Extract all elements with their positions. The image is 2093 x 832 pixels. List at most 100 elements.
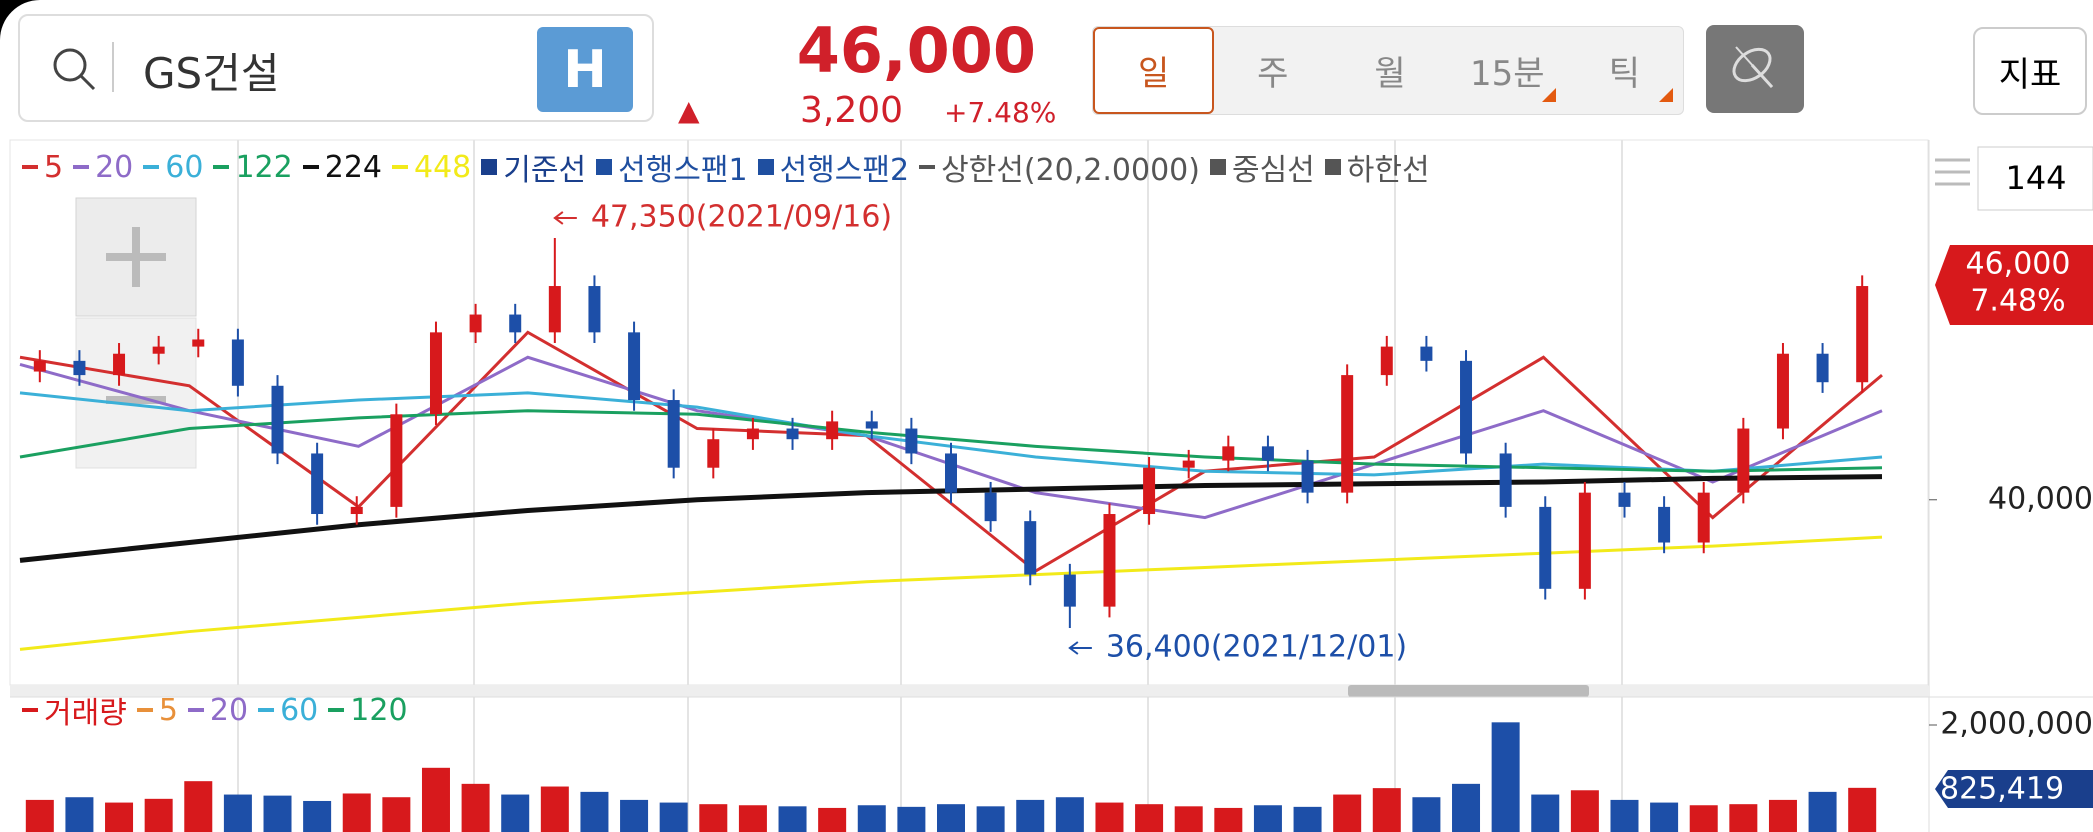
change-pct: +7.48% (944, 96, 1057, 129)
count-box[interactable] (1977, 146, 2093, 211)
annotation-arrowhead (1068, 641, 1079, 655)
legend-item: 20 (187, 693, 248, 728)
search-box[interactable] (18, 14, 654, 122)
legend-swatch (143, 165, 160, 169)
period-tab[interactable]: 월 (1374, 54, 1406, 94)
candle-body (1776, 353, 1789, 429)
candle-body (231, 339, 244, 386)
zoom-buttons[interactable] (75, 197, 197, 469)
legend-label: 5 (44, 149, 64, 185)
legend-swatch (136, 708, 153, 712)
candle-body (865, 421, 878, 429)
legend-item: 중심선 (1209, 145, 1315, 189)
change-arrow: ▲ (678, 94, 700, 127)
search-icon[interactable] (50, 45, 100, 95)
volume-bar (1570, 790, 1599, 832)
volume-bar (1135, 804, 1164, 832)
candle-body (311, 453, 324, 515)
menu-icon[interactable] (1935, 158, 1970, 186)
candle-body (271, 385, 284, 454)
legend-label: 기준선 (503, 153, 587, 188)
legend-label: 60 (165, 149, 204, 185)
legend-swatch (328, 708, 345, 712)
price-badge-price: 46,000 (1966, 247, 2071, 282)
candle-body (707, 439, 720, 468)
volume-bar (1214, 807, 1243, 832)
legend-label: 224 (324, 149, 382, 185)
drawing-button[interactable] (1706, 25, 1804, 113)
price-badge-pct: 7.48% (1970, 284, 2065, 319)
volume-bar (382, 797, 411, 832)
stock-name[interactable]: GS건설 (143, 49, 280, 98)
volume-badge-text: 825,419 (1940, 772, 2064, 807)
ma-line (19, 535, 1883, 651)
legend-item: 60 (258, 693, 318, 728)
candle-body (429, 332, 442, 415)
candle-body (1063, 574, 1076, 607)
candle-body (628, 332, 641, 401)
candle-body (33, 360, 46, 372)
volume-bar (1848, 787, 1877, 832)
candle-body (1460, 360, 1473, 454)
badge[interactable]: H (537, 27, 633, 112)
divider (112, 42, 114, 92)
volume-bar (738, 805, 767, 832)
period-tab[interactable]: 주 (1257, 54, 1289, 94)
volume-bar (65, 797, 94, 832)
candle-body (1499, 453, 1512, 507)
candle-body (1103, 514, 1116, 607)
legend-swatch (596, 159, 613, 175)
period-tab[interactable]: 15분 (1449, 27, 1566, 114)
ma-line (19, 409, 1883, 473)
legend-swatch (22, 708, 38, 712)
candle-body (1539, 506, 1552, 589)
candle-body (1182, 460, 1195, 468)
legend-label: 하한선 (1346, 153, 1430, 188)
candle-body (945, 453, 957, 493)
legend-item: 선행스팬1 (596, 145, 748, 189)
legend-label: 거래량 (44, 696, 127, 731)
volume-bar (105, 802, 134, 832)
price-badge (1935, 245, 2093, 325)
legend-swatch (213, 165, 230, 169)
volume-bar (1768, 799, 1797, 832)
candle-body (1578, 492, 1591, 589)
legend-item: 기준선 (481, 145, 586, 189)
legend-label: 중심선 (1231, 153, 1315, 188)
candle-body (192, 339, 205, 347)
volume-bar (976, 806, 1005, 832)
volume-bar (1095, 802, 1124, 832)
volume-bar (1729, 804, 1758, 832)
volume-legend: 거래량 5 20 60 120 (22, 688, 408, 732)
period-tab[interactable]: 틱 (1566, 27, 1683, 114)
volume-bar (1174, 806, 1203, 832)
submenu-mark (1541, 88, 1556, 102)
legend-item: 하한선 (1324, 145, 1430, 189)
scroll-thumb[interactable] (1348, 685, 1589, 697)
candle-body (1420, 346, 1433, 361)
candle-body (826, 421, 839, 440)
volume-bar (1016, 799, 1045, 832)
indicator-button[interactable]: 지표 (1973, 27, 2087, 115)
candle-body (1816, 353, 1829, 383)
volume-bar (184, 781, 213, 832)
period-tabs: 일 주 월 15분 틱 (1092, 26, 1684, 115)
candle-body (786, 428, 799, 440)
volume-bar (818, 807, 847, 832)
period-count[interactable]: 144 (2005, 159, 2066, 197)
candle-body (746, 428, 759, 440)
legend-swatch (73, 165, 90, 169)
period-tab[interactable]: 일 (1093, 27, 1215, 114)
volume-bar (1650, 802, 1679, 832)
volume-bar (1531, 794, 1560, 832)
volume-bar (1372, 788, 1401, 832)
candle-body (588, 286, 601, 333)
volume-bar (263, 795, 292, 832)
legend-label: 5 (158, 692, 178, 728)
candle-body (1024, 521, 1037, 575)
legend-label: 상한선(20,2.0000) (941, 153, 1200, 188)
volume-bar (1610, 799, 1639, 832)
volume-bar (1412, 797, 1441, 832)
candle-body (152, 346, 165, 354)
volume-bar (540, 786, 569, 832)
